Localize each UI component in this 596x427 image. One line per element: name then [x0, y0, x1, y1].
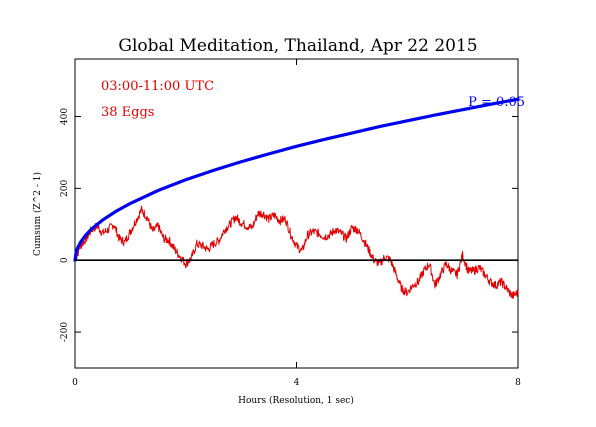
- y-tick-label-0: -200: [60, 322, 70, 342]
- y-axis-label: Cumsum (Z^2 - 1): [32, 172, 43, 256]
- series-layer: [73, 97, 520, 299]
- egg-count-annotation: 38 Eggs: [101, 105, 154, 120]
- time-range-annotation: 03:00-11:00 UTC: [101, 79, 214, 94]
- chart-title: Global Meditation, Thailand, Apr 22 2015: [118, 36, 477, 56]
- series-1: [73, 97, 520, 262]
- y-tick-label-2: 200: [60, 179, 70, 196]
- y-tick-label-1: 0: [60, 257, 70, 263]
- x-tick-label-2: 8: [515, 378, 521, 388]
- x-tick-label-1: 4: [294, 378, 300, 388]
- x-tick-label-0: 0: [72, 378, 78, 388]
- y-tick-label-3: 400: [60, 108, 70, 125]
- p-005-envelope-line: [73, 97, 520, 262]
- cumsum-line: [74, 205, 519, 299]
- x-axis-label: Hours (Resolution, 1 sec): [238, 395, 354, 406]
- series-0: [74, 205, 519, 299]
- ticks-layer: 0 4 8 -200 0 200 400: [60, 59, 521, 388]
